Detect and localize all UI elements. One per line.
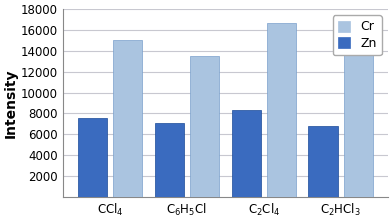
Bar: [309, 126, 338, 197]
Bar: [78, 118, 107, 197]
Y-axis label: Intensity: Intensity: [4, 68, 18, 138]
Bar: [113, 40, 142, 197]
Legend: Cr, Zn: Cr, Zn: [333, 15, 381, 55]
Bar: [154, 123, 184, 197]
Bar: [344, 31, 373, 197]
Bar: [267, 23, 296, 197]
Bar: [190, 56, 219, 197]
Bar: [232, 110, 261, 197]
